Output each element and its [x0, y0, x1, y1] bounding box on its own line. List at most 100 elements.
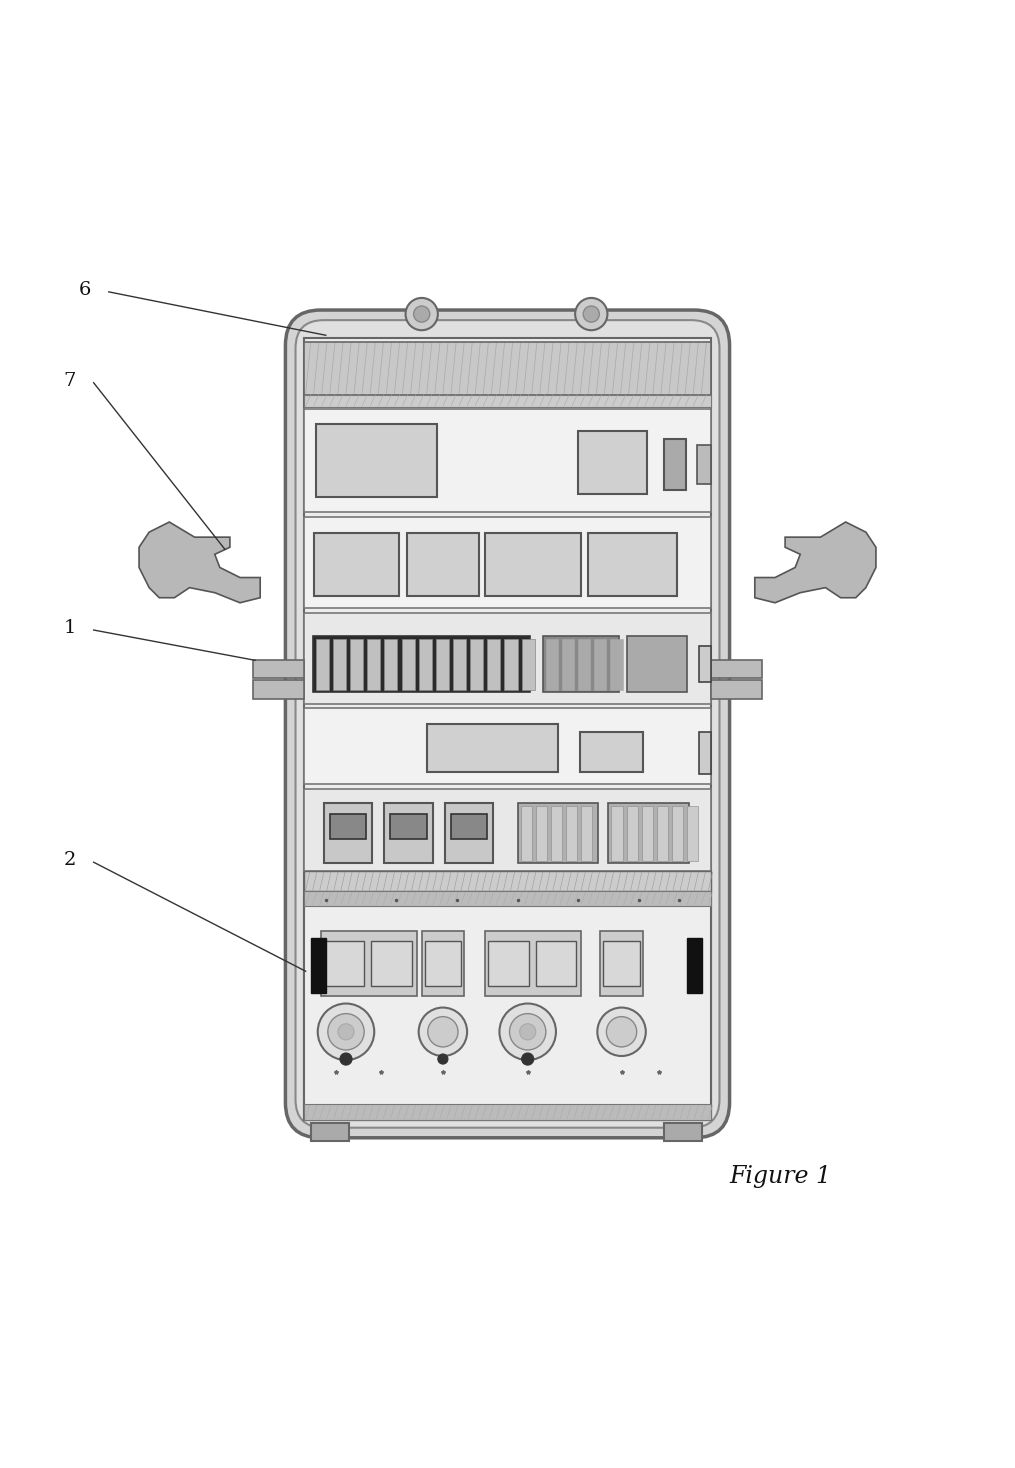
- Text: 1: 1: [63, 619, 76, 637]
- Bar: [371, 941, 412, 986]
- FancyBboxPatch shape: [285, 310, 730, 1138]
- Bar: [303, 891, 712, 906]
- Text: 7: 7: [63, 371, 76, 389]
- Bar: [303, 517, 712, 608]
- Bar: [672, 806, 683, 862]
- Bar: [303, 895, 712, 1120]
- Bar: [697, 445, 712, 483]
- Bar: [402, 639, 415, 690]
- Bar: [536, 806, 547, 862]
- Bar: [543, 636, 618, 691]
- Bar: [579, 639, 591, 690]
- Bar: [451, 813, 487, 840]
- Circle shape: [406, 298, 437, 330]
- Bar: [385, 639, 398, 690]
- Circle shape: [598, 1007, 646, 1055]
- Polygon shape: [139, 523, 260, 603]
- Bar: [385, 803, 432, 863]
- Bar: [303, 612, 712, 703]
- Bar: [367, 639, 381, 690]
- Bar: [350, 639, 363, 690]
- Bar: [546, 639, 558, 690]
- Circle shape: [328, 1013, 364, 1050]
- Bar: [424, 941, 461, 986]
- Bar: [435, 639, 449, 690]
- Bar: [687, 938, 702, 994]
- Circle shape: [584, 305, 600, 321]
- Bar: [303, 395, 712, 407]
- Bar: [610, 639, 622, 690]
- Bar: [699, 646, 712, 681]
- Bar: [595, 639, 606, 690]
- Polygon shape: [755, 523, 876, 603]
- Bar: [311, 1123, 349, 1141]
- Bar: [487, 639, 500, 690]
- Bar: [421, 931, 464, 997]
- Bar: [687, 806, 698, 862]
- Bar: [453, 639, 466, 690]
- Circle shape: [499, 1004, 556, 1060]
- Bar: [253, 681, 303, 699]
- Bar: [303, 338, 712, 1120]
- Bar: [664, 439, 686, 490]
- Bar: [303, 708, 712, 784]
- Text: Figure 1: Figure 1: [730, 1166, 831, 1188]
- Bar: [303, 872, 712, 891]
- Bar: [518, 803, 599, 863]
- Circle shape: [510, 1013, 546, 1050]
- Bar: [321, 931, 416, 997]
- Bar: [608, 803, 689, 863]
- Circle shape: [318, 1004, 375, 1060]
- Bar: [626, 806, 637, 862]
- Bar: [566, 806, 578, 862]
- Circle shape: [437, 1054, 448, 1064]
- Bar: [488, 941, 529, 986]
- Circle shape: [427, 1017, 458, 1047]
- Bar: [303, 1104, 712, 1120]
- Bar: [699, 733, 712, 775]
- Bar: [626, 636, 687, 691]
- Bar: [303, 342, 712, 395]
- Bar: [391, 813, 426, 840]
- Bar: [600, 931, 642, 997]
- Bar: [311, 938, 326, 994]
- Text: 6: 6: [78, 280, 91, 299]
- Bar: [562, 639, 574, 690]
- Circle shape: [414, 305, 429, 321]
- Bar: [426, 724, 558, 772]
- Bar: [603, 941, 639, 986]
- Bar: [418, 639, 431, 690]
- Circle shape: [418, 1007, 467, 1055]
- Circle shape: [606, 1017, 636, 1047]
- Bar: [330, 813, 366, 840]
- Bar: [314, 533, 400, 596]
- Bar: [582, 806, 593, 862]
- Bar: [551, 806, 562, 862]
- Bar: [485, 931, 582, 997]
- Circle shape: [522, 1053, 534, 1066]
- Bar: [445, 803, 493, 863]
- Bar: [712, 681, 762, 699]
- Bar: [303, 788, 712, 872]
- Bar: [470, 639, 483, 690]
- Bar: [316, 639, 329, 690]
- Bar: [333, 639, 346, 690]
- Bar: [664, 1123, 702, 1141]
- Circle shape: [340, 1053, 352, 1066]
- Bar: [316, 424, 436, 496]
- Bar: [521, 806, 532, 862]
- Bar: [581, 733, 642, 772]
- Bar: [611, 806, 622, 862]
- Bar: [407, 533, 479, 596]
- Bar: [504, 639, 518, 690]
- Bar: [253, 661, 303, 678]
- Bar: [657, 806, 668, 862]
- Bar: [579, 432, 647, 493]
- Bar: [313, 636, 530, 691]
- Bar: [324, 941, 364, 986]
- Bar: [485, 533, 582, 596]
- Bar: [303, 410, 712, 512]
- Text: 2: 2: [63, 851, 76, 869]
- Circle shape: [338, 1023, 354, 1039]
- Bar: [324, 803, 373, 863]
